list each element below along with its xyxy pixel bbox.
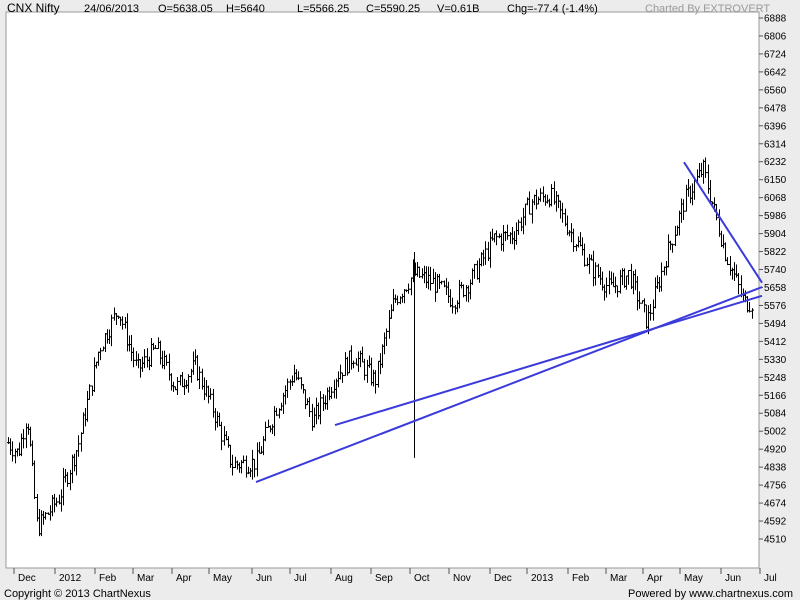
y-tick-label: 5412 bbox=[764, 337, 787, 348]
y-tick-label: 4674 bbox=[764, 499, 787, 510]
x-tick-label: Oct bbox=[414, 573, 430, 584]
footer-bar: Copyright © 2013 ChartNexus Powered by w… bbox=[4, 588, 793, 600]
y-tick-label: 5822 bbox=[764, 247, 787, 258]
x-tick-label: Nov bbox=[453, 573, 471, 584]
x-tick-label: Feb bbox=[572, 573, 590, 584]
y-tick-label: 6560 bbox=[764, 85, 787, 96]
y-tick-label: 5002 bbox=[764, 427, 787, 438]
x-tick-label: May bbox=[213, 573, 232, 584]
date-label: 24/06/2013 bbox=[84, 3, 139, 15]
y-tick-label: 4756 bbox=[764, 481, 787, 492]
y-tick-label: 4920 bbox=[764, 445, 787, 456]
y-tick-label: 5166 bbox=[764, 391, 787, 402]
trendline-3 bbox=[683, 161, 763, 284]
plot-area bbox=[5, 11, 760, 569]
x-tick-label: 2013 bbox=[531, 573, 554, 584]
charted-by-label: Charted By EXTROVERT bbox=[645, 3, 770, 15]
x-tick-label: Aug bbox=[335, 573, 353, 584]
x-tick-label: Feb bbox=[99, 573, 117, 584]
x-tick-label: Mar bbox=[610, 573, 628, 584]
x-tick-label: Apr bbox=[176, 573, 192, 584]
y-tick-label: 6806 bbox=[764, 31, 787, 42]
y-axis: 6888 6806 6724 6642 6560 6478 6396 6314 6232 6150… bbox=[759, 14, 787, 546]
y-tick-label: 5986 bbox=[764, 211, 787, 222]
x-tick-label: 2012 bbox=[59, 573, 82, 584]
y-tick-label: 5248 bbox=[764, 373, 787, 384]
open-value: O=5638.05 bbox=[158, 3, 213, 15]
x-tick-label: Jul bbox=[764, 573, 777, 584]
change-value: Chg=-77.4 (-1.4%) bbox=[507, 3, 598, 15]
x-tick-label: Dec bbox=[494, 573, 512, 584]
price-bars bbox=[7, 157, 754, 537]
low-value: L=5566.25 bbox=[297, 3, 349, 15]
y-tick-label: 6888 bbox=[764, 14, 787, 25]
x-tick-label: Jun bbox=[256, 573, 272, 584]
y-tick-label: 5084 bbox=[764, 409, 787, 420]
y-tick-label: 6314 bbox=[764, 139, 787, 150]
powered-by-label: Powered by www.chartnexus.com bbox=[628, 588, 793, 600]
x-axis: Dec 2012 Feb Mar Apr May Jun Jul Aug Sep Oct Nov Dec… bbox=[13, 568, 777, 584]
y-tick-label: 6396 bbox=[764, 121, 787, 132]
symbol-label: CNX Nifty bbox=[7, 1, 60, 15]
x-tick-label: Sep bbox=[375, 573, 393, 584]
y-tick-label: 6150 bbox=[764, 175, 787, 186]
copyright-label: Copyright © 2013 ChartNexus bbox=[4, 588, 151, 600]
x-tick-label: Jun bbox=[725, 573, 741, 584]
trendlines bbox=[255, 161, 763, 483]
y-tick-label: 6642 bbox=[764, 67, 787, 78]
close-value: C=5590.25 bbox=[366, 3, 420, 15]
x-tick-label: May bbox=[684, 573, 703, 584]
y-tick-label: 5494 bbox=[764, 319, 787, 330]
y-tick-label: 6232 bbox=[764, 157, 787, 168]
x-tick-label: Dec bbox=[18, 573, 36, 584]
x-tick-label: Jul bbox=[294, 573, 307, 584]
trendline-1 bbox=[255, 286, 763, 483]
y-tick-label: 5904 bbox=[764, 229, 787, 240]
y-tick-label: 4592 bbox=[764, 517, 787, 528]
y-tick-label: 4510 bbox=[764, 535, 787, 546]
y-tick-label: 5658 bbox=[764, 283, 787, 294]
header-bar: CNX Nifty 24/06/2013 O=5638.05 H=5640 L=… bbox=[7, 1, 770, 15]
y-tick-label: 5740 bbox=[764, 265, 787, 276]
y-tick-label: 4838 bbox=[764, 463, 787, 474]
y-tick-label: 5330 bbox=[764, 355, 787, 366]
y-tick-label: 6478 bbox=[764, 103, 787, 114]
y-tick-label: 5576 bbox=[764, 301, 787, 312]
x-tick-label: Mar bbox=[137, 573, 155, 584]
y-tick-label: 6724 bbox=[764, 49, 787, 60]
y-tick-label: 6068 bbox=[764, 193, 787, 204]
x-tick-label: Apr bbox=[647, 573, 663, 584]
trendline-2 bbox=[334, 294, 763, 427]
volume-value: V=0.61B bbox=[437, 3, 480, 15]
high-value: H=5640 bbox=[226, 3, 265, 15]
